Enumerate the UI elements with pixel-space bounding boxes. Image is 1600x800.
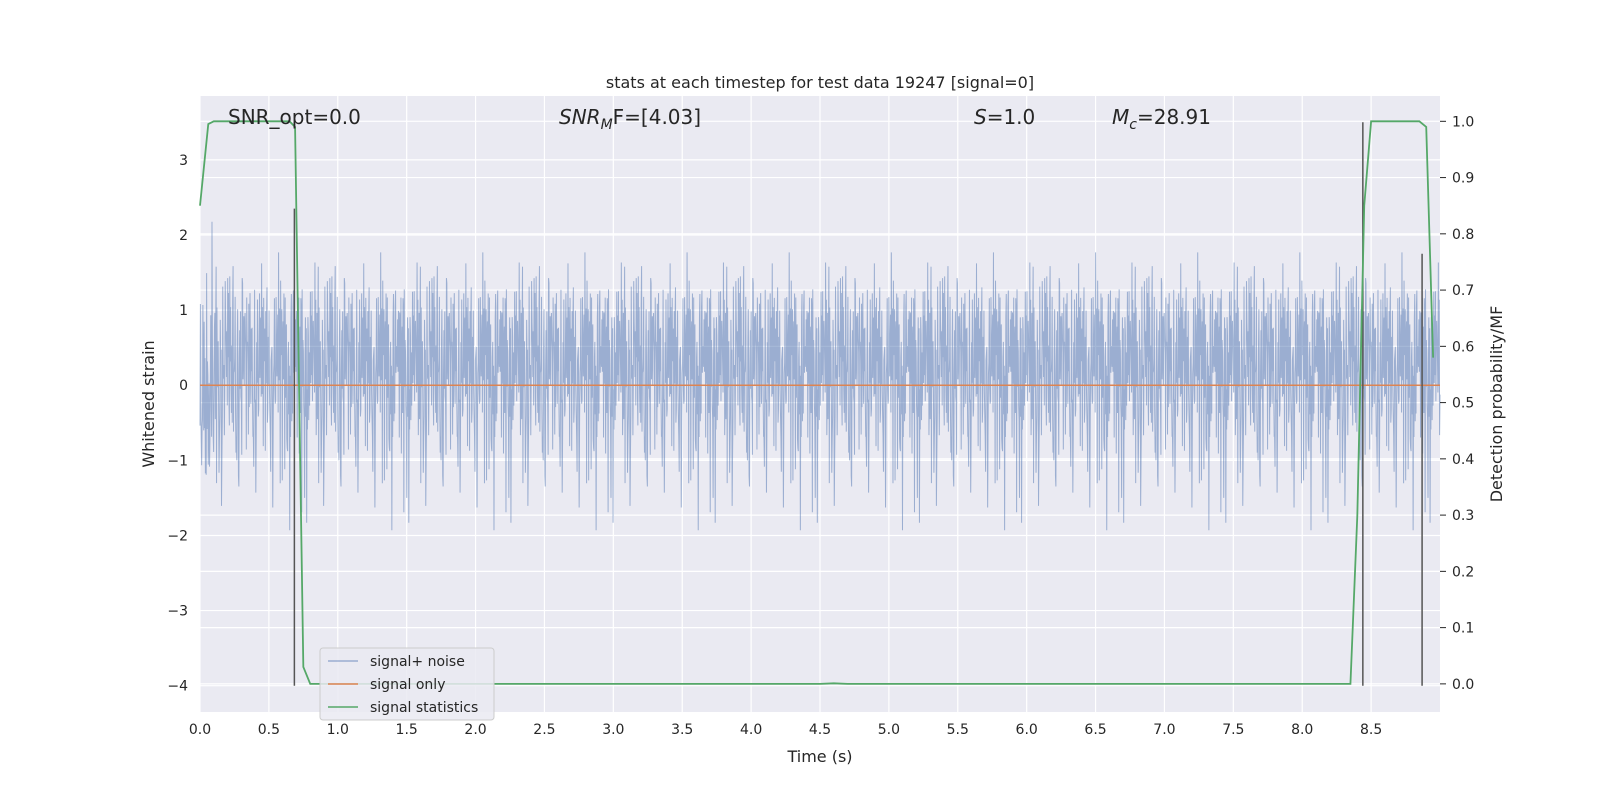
x-tick-label-2: 1.0 — [327, 722, 349, 738]
y2-tick-label-1: 0.9 — [1452, 171, 1474, 187]
y-tick-label-7: −4 — [167, 679, 188, 695]
vertical-markers — [293, 122, 1423, 686]
legend: signal+ noise signal only signal statist… — [319, 647, 495, 721]
annotation-mc-suffix: =28.91 — [1137, 105, 1211, 129]
y2-tick-label-0: 1.0 — [1452, 114, 1474, 130]
x-tick-label-6: 3.0 — [602, 722, 624, 738]
annotation-snr-opt: SNR_opt=0.0 — [228, 105, 361, 129]
x-tick-label-15: 7.5 — [1222, 722, 1244, 738]
y2-tick-label-6: 0.4 — [1452, 452, 1474, 468]
y2-tick-label-7: 0.3 — [1452, 508, 1474, 524]
y2-tick-label-9: 0.1 — [1452, 621, 1474, 637]
x-tick-label-14: 7.0 — [1153, 722, 1175, 738]
annotation-s: S=1.0 — [974, 105, 1035, 129]
x-tick-label-17: 8.5 — [1360, 722, 1382, 738]
y2-tick-label-5: 0.5 — [1452, 396, 1474, 412]
y-axis-label: Whitened strain — [139, 340, 158, 467]
x-tick-label-7: 3.5 — [671, 722, 693, 738]
annotation-s-suffix: =1.0 — [987, 105, 1036, 129]
annotation-mc: Mc=28.91 — [1112, 105, 1211, 133]
y-tick-label-5: −2 — [167, 528, 188, 544]
y2-tick-label-3: 0.7 — [1452, 283, 1474, 299]
legend-label-signal-only: signal only — [370, 677, 445, 693]
annotation-mc-prefix: M — [1112, 105, 1129, 129]
annotation-snr-mf: SNRMF=[4.03] — [559, 105, 701, 133]
y2-tick-label-2: 0.8 — [1452, 227, 1474, 243]
chart-title: stats at each timestep for test data 192… — [606, 73, 1034, 92]
y2-axis-ticks: 1.0 0.9 0.8 0.7 0.6 0.5 0.4 0.3 0.2 0.1 0.0 — [1440, 114, 1474, 693]
y-tick-label-4: −1 — [167, 453, 188, 469]
x-tick-label-9: 4.5 — [809, 722, 831, 738]
noise-line — [199, 221, 1441, 531]
x-tick-label-8: 4.0 — [740, 722, 762, 738]
x-tick-label-3: 1.5 — [396, 722, 418, 738]
x-tick-label-1: 0.5 — [258, 722, 280, 738]
x-axis-label: Time (s) — [786, 747, 852, 766]
y-tick-label-3: 0 — [179, 378, 188, 394]
y2-tick-label-4: 0.6 — [1452, 339, 1474, 355]
x-tick-label-12: 6.0 — [1016, 722, 1038, 738]
signal-statistics-line — [199, 120, 1435, 685]
annotation-snr-mf-suffix: F=[4.03] — [613, 105, 701, 129]
y-tick-label-0: 3 — [179, 153, 188, 169]
annotations: SNR_opt=0.0 SNRMF=[4.03] S=1.0 Mc=28.91 — [228, 105, 1211, 133]
y-tick-label-6: −3 — [167, 604, 188, 620]
series-signal-noise — [199, 221, 1441, 531]
annotation-snr-mf-prefix: SNR — [559, 105, 601, 129]
series-signal-statistics — [199, 120, 1435, 685]
x-tick-label-13: 6.5 — [1084, 722, 1106, 738]
y2-tick-label-8: 0.2 — [1452, 564, 1474, 580]
annotation-s-prefix: S — [974, 105, 987, 129]
legend-label-signal-noise: signal+ noise — [370, 654, 465, 670]
y2-axis-label: Detection probability/MF — [1487, 306, 1506, 503]
y-axis-ticks: 3 2 1 0 −1 −2 −3 −4 — [167, 153, 188, 695]
x-tick-label-5: 2.5 — [533, 722, 555, 738]
x-tick-label-16: 8.0 — [1291, 722, 1313, 738]
annotation-mc-sub: c — [1129, 117, 1137, 133]
y-tick-label-2: 1 — [179, 303, 188, 319]
x-tick-label-0: 0.0 — [189, 722, 211, 738]
x-tick-label-11: 5.5 — [947, 722, 969, 738]
legend-box — [319, 647, 495, 721]
x-tick-label-4: 2.0 — [464, 722, 486, 738]
y-tick-label-1: 2 — [179, 228, 188, 244]
annotation-snr-mf-sub: M — [601, 117, 613, 133]
x-axis-ticks: 0.0 0.5 1.0 1.5 2.0 2.5 3.0 3.5 4.0 4.5 5.0 5.5 6.0 6… — [189, 722, 1382, 738]
legend-label-signal-statistics: signal statistics — [370, 700, 478, 716]
x-tick-label-10: 5.0 — [878, 722, 900, 738]
y2-tick-label-10: 0.0 — [1452, 677, 1474, 693]
